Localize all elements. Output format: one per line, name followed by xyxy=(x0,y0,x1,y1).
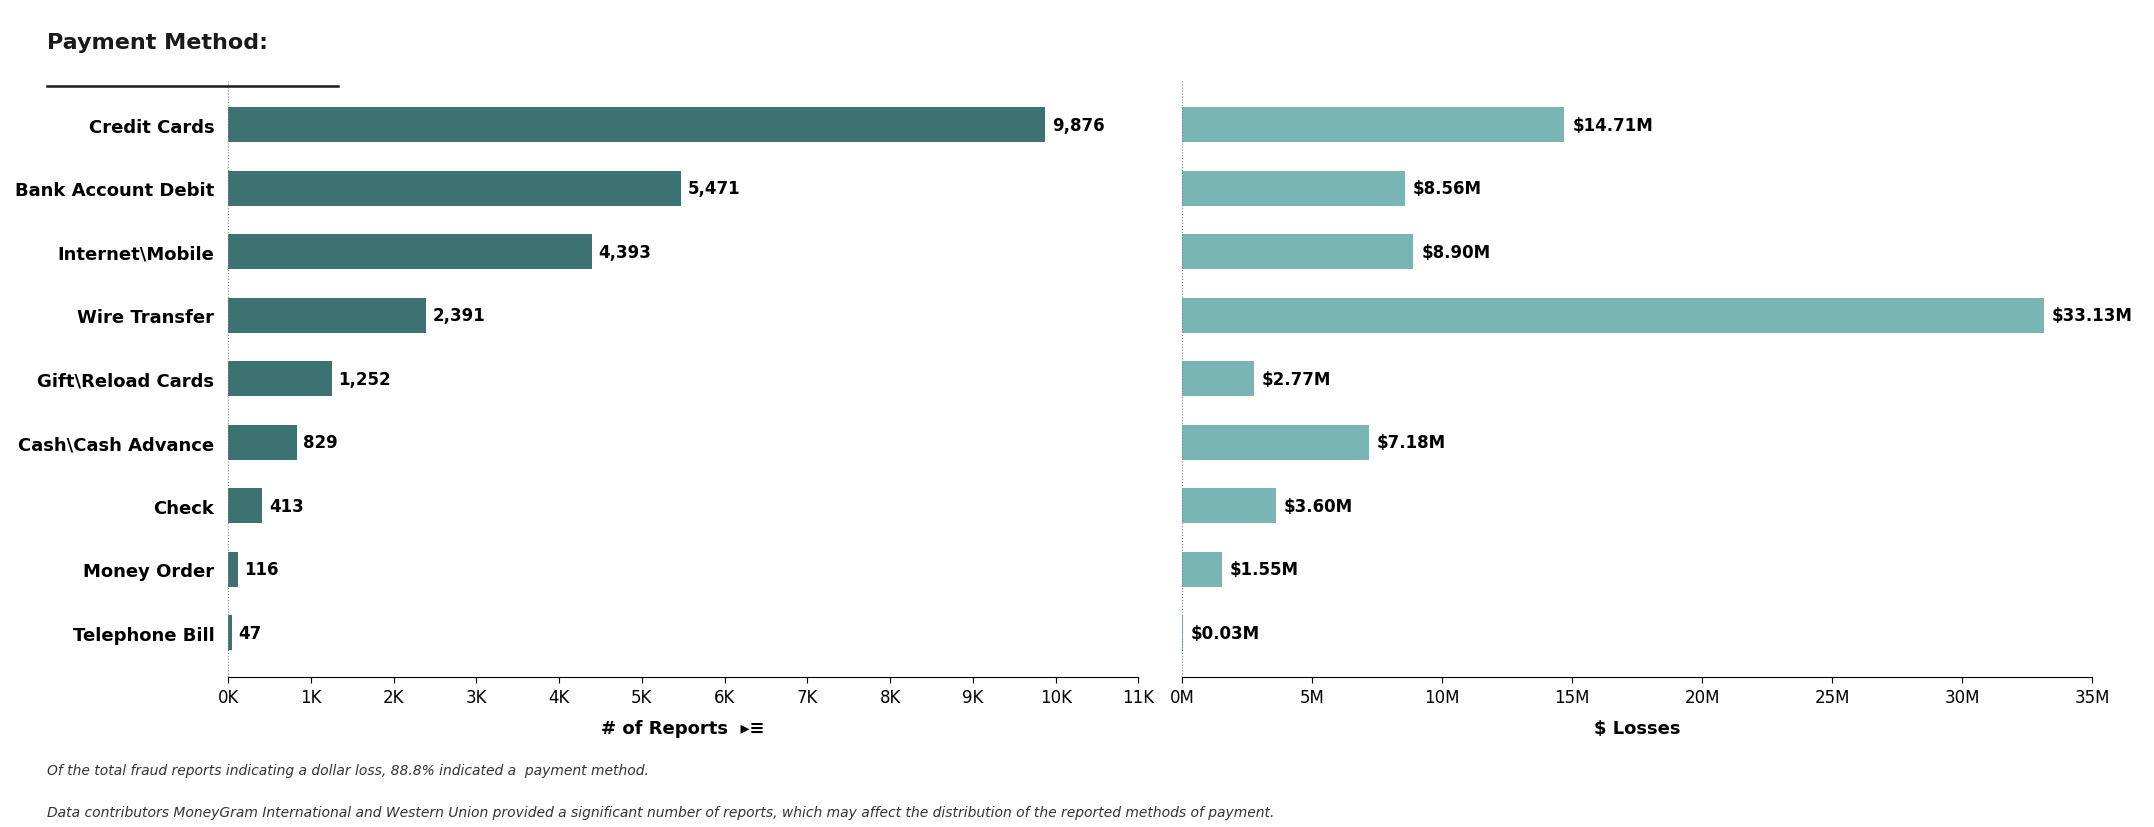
Bar xyxy=(228,362,332,397)
Text: Data contributors MoneyGram International and Western Union provided a significa: Data contributors MoneyGram Internationa… xyxy=(47,805,1275,819)
Text: $2.77M: $2.77M xyxy=(1262,370,1331,388)
Text: $1.55M: $1.55M xyxy=(1230,561,1299,578)
Text: 47: 47 xyxy=(239,624,263,642)
Text: $33.13M: $33.13M xyxy=(2051,307,2132,325)
Text: 116: 116 xyxy=(243,561,278,578)
Bar xyxy=(228,235,592,270)
Text: 5,471: 5,471 xyxy=(687,180,741,198)
Text: $14.71M: $14.71M xyxy=(1572,117,1652,135)
Text: Payment Method:: Payment Method: xyxy=(47,33,269,53)
Bar xyxy=(228,489,263,523)
X-axis label: $ Losses: $ Losses xyxy=(1594,719,1680,738)
Bar xyxy=(1183,235,1413,270)
Text: $8.56M: $8.56M xyxy=(1413,180,1482,198)
Bar xyxy=(228,425,297,460)
Text: 9,876: 9,876 xyxy=(1051,117,1105,135)
Text: 829: 829 xyxy=(304,433,338,452)
Text: $0.03M: $0.03M xyxy=(1191,624,1260,642)
Bar xyxy=(228,552,237,587)
Text: 1,252: 1,252 xyxy=(338,370,392,388)
Bar xyxy=(1183,552,1221,587)
Bar xyxy=(228,108,1045,143)
Bar xyxy=(1183,362,1254,397)
Text: $3.60M: $3.60M xyxy=(1284,497,1353,515)
Text: Of the total fraud reports indicating a dollar loss, 88.8% indicated a  payment : Of the total fraud reports indicating a … xyxy=(47,763,648,777)
Bar xyxy=(1183,299,2044,333)
Bar xyxy=(1183,489,1275,523)
Bar xyxy=(228,172,681,207)
Text: $7.18M: $7.18M xyxy=(1376,433,1445,452)
Text: 2,391: 2,391 xyxy=(433,307,485,325)
Text: 413: 413 xyxy=(269,497,304,515)
X-axis label: # of Reports  ▸≡: # of Reports ▸≡ xyxy=(601,719,765,738)
Bar xyxy=(1183,425,1368,460)
Bar xyxy=(1183,172,1404,207)
Text: $8.90M: $8.90M xyxy=(1422,243,1491,261)
Bar xyxy=(228,299,426,333)
Bar xyxy=(228,615,233,650)
Bar xyxy=(1183,108,1564,143)
Text: 4,393: 4,393 xyxy=(599,243,651,261)
